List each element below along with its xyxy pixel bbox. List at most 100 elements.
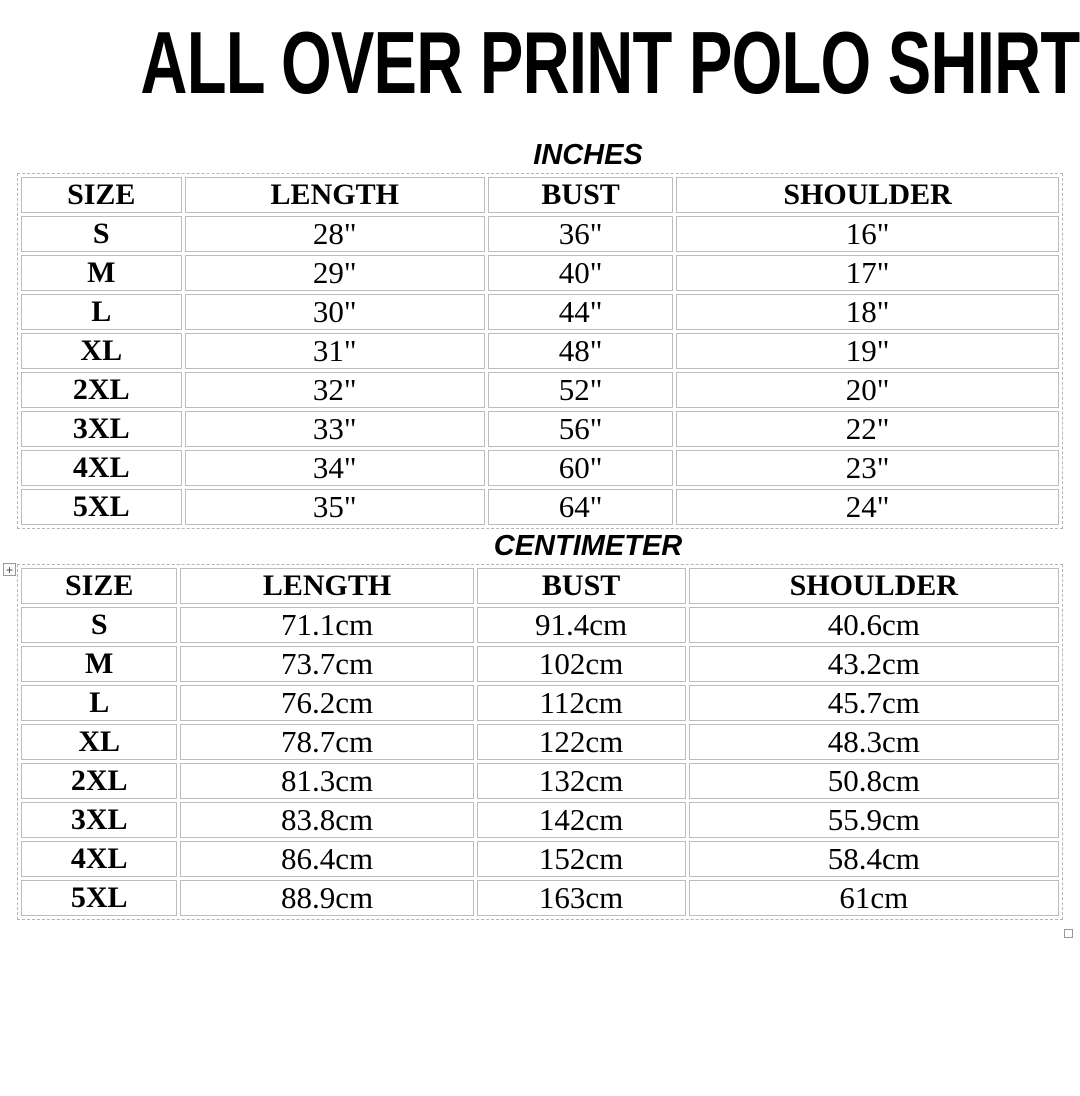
measurement-cell: 83.8cm (180, 802, 474, 838)
size-cell: 3XL (21, 411, 182, 447)
table-row: 3XL 83.8cm 142cm 55.9cm (21, 802, 1059, 838)
size-cell: M (21, 255, 182, 291)
measurement-cell: 43.2cm (688, 646, 1059, 682)
table-row: 2XL 32" 52" 20" (21, 372, 1059, 408)
measurement-cell: 102cm (476, 646, 686, 682)
measurement-cell: 56" (487, 411, 674, 447)
size-cell: 2XL (21, 372, 182, 408)
size-cell: 5XL (21, 489, 182, 525)
measurement-cell: 71.1cm (180, 607, 474, 643)
size-cell: XL (21, 333, 182, 369)
measurement-cell: 36" (487, 216, 674, 252)
table-row: L 30" 44" 18" (21, 294, 1059, 330)
size-chart-page: ALL OVER PRINT POLO SHIRTS INCHES SIZE L… (0, 13, 1080, 938)
measurement-cell: 31" (184, 333, 485, 369)
measurement-cell: 19" (676, 333, 1059, 369)
table-row: S 71.1cm 91.4cm 40.6cm (21, 607, 1059, 643)
inches-unit-label: INCHES (533, 139, 643, 171)
measurement-cell: 112cm (476, 685, 686, 721)
centimeter-unit-label: CENTIMETER (493, 530, 683, 562)
measurement-cell: 28" (184, 216, 485, 252)
centimeter-size-table: SIZE LENGTH BUST SHOULDER S 71.1cm 91.4cm 4… (17, 564, 1063, 920)
column-header-bust: BUST (476, 568, 686, 604)
measurement-cell: 17" (676, 255, 1059, 291)
measurement-cell: 40" (487, 255, 674, 291)
measurement-cell: 18" (676, 294, 1059, 330)
measurement-cell: 73.7cm (180, 646, 474, 682)
measurement-cell: 34" (184, 450, 485, 486)
table-row: M 29" 40" 17" (21, 255, 1059, 291)
measurement-cell: 30" (184, 294, 485, 330)
table-header-row: SIZE LENGTH BUST SHOULDER (21, 568, 1059, 604)
table-row: 4XL 86.4cm 152cm 58.4cm (21, 841, 1059, 877)
measurement-cell: 86.4cm (180, 841, 474, 877)
column-header-size: SIZE (21, 568, 178, 604)
size-cell: S (21, 216, 182, 252)
measurement-cell: 78.7cm (180, 724, 474, 760)
measurement-cell: 29" (184, 255, 485, 291)
column-header-shoulder: SHOULDER (688, 568, 1059, 604)
table-row: 3XL 33" 56" 22" (21, 411, 1059, 447)
measurement-cell: 55.9cm (688, 802, 1059, 838)
measurement-cell: 91.4cm (476, 607, 686, 643)
table-row: 2XL 81.3cm 132cm 50.8cm (21, 763, 1059, 799)
measurement-cell: 142cm (476, 802, 686, 838)
table-row: XL 78.7cm 122cm 48.3cm (21, 724, 1059, 760)
measurement-cell: 16" (676, 216, 1059, 252)
table-move-handle-icon[interactable]: + (3, 563, 16, 576)
table-row: S 28" 36" 16" (21, 216, 1059, 252)
measurement-cell: 40.6cm (688, 607, 1059, 643)
size-cell: 4XL (21, 841, 178, 877)
table-row: L 76.2cm 112cm 45.7cm (21, 685, 1059, 721)
table-row: 5XL 88.9cm 163cm 61cm (21, 880, 1059, 916)
measurement-cell: 163cm (476, 880, 686, 916)
measurement-cell: 23" (676, 450, 1059, 486)
column-header-size: SIZE (21, 177, 182, 213)
size-cell: L (21, 685, 178, 721)
measurement-cell: 61cm (688, 880, 1059, 916)
table-row: XL 31" 48" 19" (21, 333, 1059, 369)
centimeter-section: + CENTIMETER SIZE LENGTH BUST SHOULDER S… (0, 530, 1080, 938)
measurement-cell: 88.9cm (180, 880, 474, 916)
measurement-cell: 48.3cm (688, 724, 1059, 760)
table-row: 4XL 34" 60" 23" (21, 450, 1059, 486)
measurement-cell: 152cm (476, 841, 686, 877)
column-header-shoulder: SHOULDER (676, 177, 1059, 213)
inches-section: INCHES SIZE LENGTH BUST SHOULDER S 28" 36"… (0, 140, 1080, 529)
measurement-cell: 24" (676, 489, 1059, 525)
column-header-length: LENGTH (184, 177, 485, 213)
size-cell: 3XL (21, 802, 178, 838)
measurement-cell: 132cm (476, 763, 686, 799)
measurement-cell: 45.7cm (688, 685, 1059, 721)
size-cell: S (21, 607, 178, 643)
size-cell: L (21, 294, 182, 330)
measurement-cell: 48" (487, 333, 674, 369)
measurement-cell: 32" (184, 372, 485, 408)
table-row: M 73.7cm 102cm 43.2cm (21, 646, 1059, 682)
size-cell: 2XL (21, 763, 178, 799)
column-header-length: LENGTH (180, 568, 474, 604)
measurement-cell: 33" (184, 411, 485, 447)
table-row: 5XL 35" 64" 24" (21, 489, 1059, 525)
table-resize-handle-icon[interactable] (1064, 929, 1073, 938)
page-title: ALL OVER PRINT POLO SHIRTS (140, 13, 1080, 112)
size-cell: M (21, 646, 178, 682)
measurement-cell: 52" (487, 372, 674, 408)
measurement-cell: 76.2cm (180, 685, 474, 721)
table-header-row: SIZE LENGTH BUST SHOULDER (21, 177, 1059, 213)
measurement-cell: 50.8cm (688, 763, 1059, 799)
size-cell: 5XL (21, 880, 178, 916)
size-cell: XL (21, 724, 178, 760)
size-cell: 4XL (21, 450, 182, 486)
inches-size-table: SIZE LENGTH BUST SHOULDER S 28" 36" 16" M 29"… (17, 173, 1063, 529)
measurement-cell: 22" (676, 411, 1059, 447)
measurement-cell: 35" (184, 489, 485, 525)
measurement-cell: 64" (487, 489, 674, 525)
measurement-cell: 58.4cm (688, 841, 1059, 877)
measurement-cell: 60" (487, 450, 674, 486)
measurement-cell: 122cm (476, 724, 686, 760)
measurement-cell: 44" (487, 294, 674, 330)
measurement-cell: 20" (676, 372, 1059, 408)
measurement-cell: 81.3cm (180, 763, 474, 799)
column-header-bust: BUST (487, 177, 674, 213)
